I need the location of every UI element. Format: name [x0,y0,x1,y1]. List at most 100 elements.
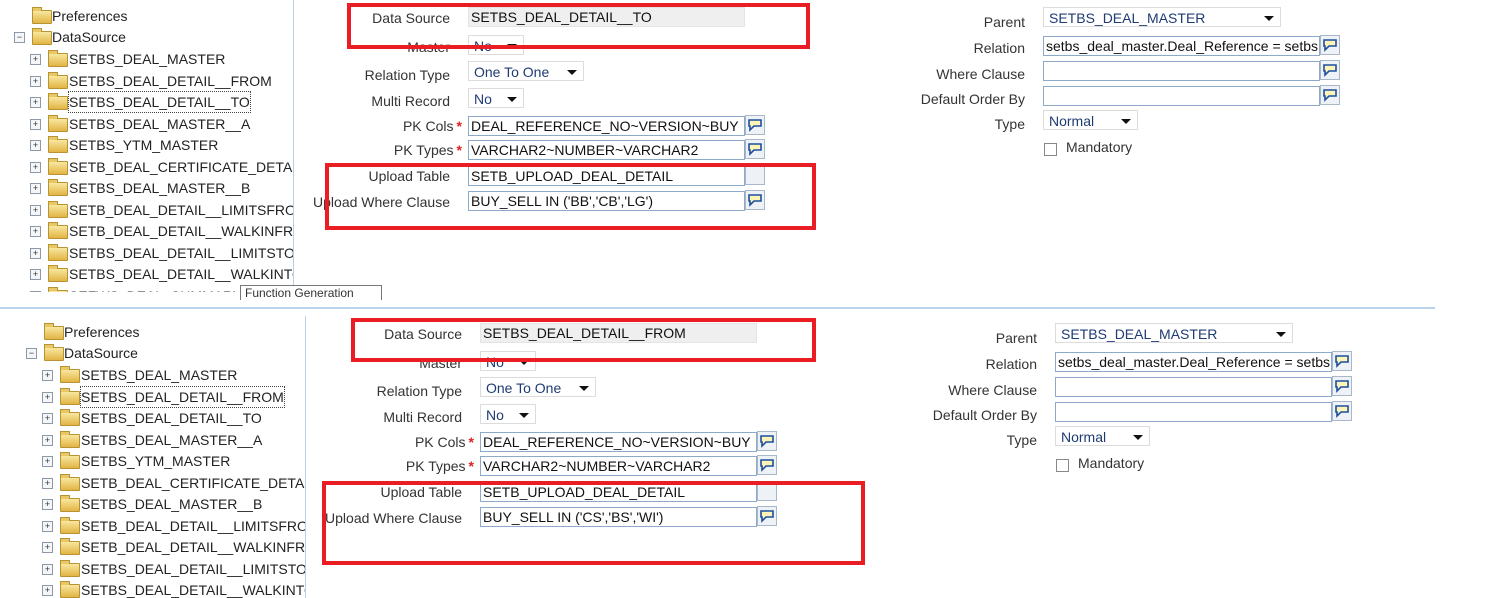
tree-node-datasource-item[interactable]: + SETB_DEAL_DETAIL__LIMITSFROM [30,200,293,220]
tree-node-datasource-item[interactable]: + SETBS_YTM_MASTER [30,135,293,155]
expand-icon[interactable]: + [30,75,41,87]
tree-node-datasource-item[interactable]: + SETBS_DEAL_MASTER__B [42,494,305,514]
tree-node-datasource[interactable]: − DataSource [26,343,226,363]
where-clause-input[interactable] [1043,61,1320,81]
tree-node-datasource-item[interactable]: + SETBS_YTM_MASTER [42,451,305,471]
expand-icon[interactable]: + [30,247,41,259]
upload-where-clause-editor-button[interactable] [757,506,777,526]
datasource-tree[interactable]: Preferences − DataSource + SETBS_DEAL_MASTER… [0,0,294,292]
folder-icon [60,581,80,598]
tree-node-datasource-item[interactable]: + SETBS_DEAL_MASTER__B [30,178,293,198]
expand-icon[interactable]: + [42,563,53,575]
pk-cols-input[interactable]: DEAL_REFERENCE_NO~VERSION~BUY [468,116,745,136]
relation-label: Relation [973,40,1025,56]
pk-types-input[interactable]: VARCHAR2~NUMBER~VARCHAR2 [468,140,745,160]
multi-record-select[interactable]: No [468,88,524,108]
tree-node-datasource-item[interactable]: + SETBS_DEAL_MASTER [30,49,293,69]
tree-node-datasource[interactable]: − DataSource [14,27,214,47]
relation-editor-button[interactable] [1332,351,1352,371]
tree-node-datasource-item[interactable]: + SETB_DEAL_DETAIL__WALKINFROM [42,537,305,557]
tree-node-datasource-item[interactable]: + SETB_DEAL_CERTIFICATE_DETAIL [42,473,305,493]
upload-where-clause-input[interactable]: BUY_SELL IN ('BB','CB','LG') [468,191,745,211]
folder-icon [60,538,80,555]
upload-where-clause-editor-button[interactable] [745,190,765,210]
expand-icon[interactable]: + [42,391,53,403]
expand-icon[interactable]: + [30,183,41,194]
relation-input[interactable]: setbs_deal_master.Deal_Reference = setbs [1055,352,1332,372]
pk-types-input[interactable]: VARCHAR2~NUMBER~VARCHAR2 [480,456,757,476]
default-order-by-editor-button[interactable] [1332,401,1352,421]
pk-types-editor-button[interactable] [757,455,777,475]
pk-cols-editor-button[interactable] [757,431,777,451]
relation-type-select[interactable]: One To One [468,61,584,81]
tree-node-datasource-item[interactable]: +SEFWS_DEAL_SUMMARY [30,286,293,292]
tree-node-datasource-item[interactable]: + SETBS_DEAL_DETAIL__WALKINTO [42,580,305,598]
tree-node-datasource-item[interactable]: + SETBS_DEAL_MASTER [42,365,305,385]
expand-icon[interactable]: + [30,54,41,65]
mandatory-checkbox[interactable] [1044,143,1057,156]
tree-node-datasource-item[interactable]: + SETBS_DEAL_DETAIL__FROM [30,71,293,91]
where-clause-editor-button[interactable] [1332,376,1352,396]
expand-icon[interactable]: + [42,477,53,489]
expand-icon[interactable]: + [30,140,41,151]
relation-editor-button[interactable] [1320,35,1340,55]
tree-node-datasource-item[interactable]: + SETBS_DEAL_DETAIL__FROM [42,385,305,408]
pk-types-editor-button[interactable] [745,139,765,159]
datasource-tree[interactable]: Preferences − DataSource + SETBS_DEAL_MASTER… [12,316,306,598]
expand-icon[interactable]: + [30,118,41,130]
expand-icon[interactable]: + [42,434,53,446]
default-order-by-editor-button[interactable] [1320,85,1340,105]
default-order-by-input[interactable] [1043,86,1320,106]
relation-type-select[interactable]: One To One [480,377,596,397]
highlight-box [351,318,816,362]
expand-icon[interactable]: + [42,585,53,596]
parent-select[interactable]: SETBS_DEAL_MASTER [1055,323,1293,343]
tree-node-datasource-item[interactable]: + SETBS_DEAL_DETAIL__TO [42,408,305,428]
parent-select[interactable]: SETBS_DEAL_MASTER [1043,7,1281,27]
upload-table-input[interactable]: SETB_UPLOAD_DEAL_DETAIL [480,482,757,502]
tree-node-datasource-item[interactable]: + SETBS_DEAL_MASTER__A [30,114,293,134]
where-clause-input[interactable] [1055,377,1332,397]
collapse-icon[interactable]: − [14,32,25,43]
tree-node-datasource-item[interactable]: + SETBS_DEAL_DETAIL__LIMITSTO [42,559,305,579]
folder-icon [32,28,52,45]
mandatory-checkbox[interactable] [1056,459,1069,472]
tree-node-datasource-item[interactable]: + SETBS_DEAL_MASTER__A [42,430,305,450]
expand-icon[interactable]: + [42,520,53,532]
expand-icon[interactable]: + [30,97,41,108]
upload-table-input[interactable]: SETB_UPLOAD_DEAL_DETAIL [468,166,745,186]
pk-cols-input[interactable]: DEAL_REFERENCE_NO~VERSION~BUY [480,432,757,452]
where-clause-editor-button[interactable] [1320,60,1340,80]
expand-icon[interactable]: + [30,226,41,237]
pk-cols-editor-button[interactable] [745,115,765,135]
folder-icon [48,71,68,89]
expand-icon[interactable]: + [30,204,41,216]
multi-record-label: Multi Record [371,93,450,109]
expand-icon[interactable]: + [30,290,41,292]
folder-icon [60,495,80,512]
expand-icon[interactable]: + [42,413,53,424]
tree-node-datasource-item[interactable]: + SETB_DEAL_DETAIL__WALKINFROM [30,221,293,241]
tree-node-datasource-item[interactable]: + SETB_DEAL_DETAIL__LIMITSFROM [42,516,305,536]
multi-record-select[interactable]: No [480,404,536,424]
relation-input[interactable]: setbs_deal_master.Deal_Reference = setbs [1043,36,1320,56]
tree-node-datasource-item[interactable]: + SETBS_DEAL_DETAIL__WALKINTO [30,264,293,284]
highlight-box [325,163,816,230]
type-select[interactable]: Normal [1055,426,1150,446]
tree-node-datasource-item[interactable]: + SETBS_DEAL_DETAIL__LIMITSTO [30,243,293,263]
default-order-by-input[interactable] [1055,402,1332,422]
expand-icon[interactable]: + [42,456,53,467]
expand-icon[interactable]: + [30,269,41,280]
tree-node-datasource-item[interactable]: + SETB_DEAL_CERTIFICATE_DETAIL [30,157,293,177]
tree-node-datasource-item[interactable]: + SETBS_DEAL_DETAIL__TO [30,91,293,113]
expand-icon[interactable]: + [30,161,41,173]
upload-where-clause-label: Upload Where Clause [313,194,450,210]
type-select[interactable]: Normal [1043,110,1138,130]
upload-where-clause-input[interactable]: BUY_SELL IN ('CS','BS','WI') [480,507,757,527]
folder-icon [48,265,68,282]
expand-icon[interactable]: + [42,370,53,381]
mandatory-label: Mandatory [1066,139,1133,155]
expand-icon[interactable]: + [42,499,53,510]
expand-icon[interactable]: + [42,542,53,553]
collapse-icon[interactable]: − [26,348,37,359]
